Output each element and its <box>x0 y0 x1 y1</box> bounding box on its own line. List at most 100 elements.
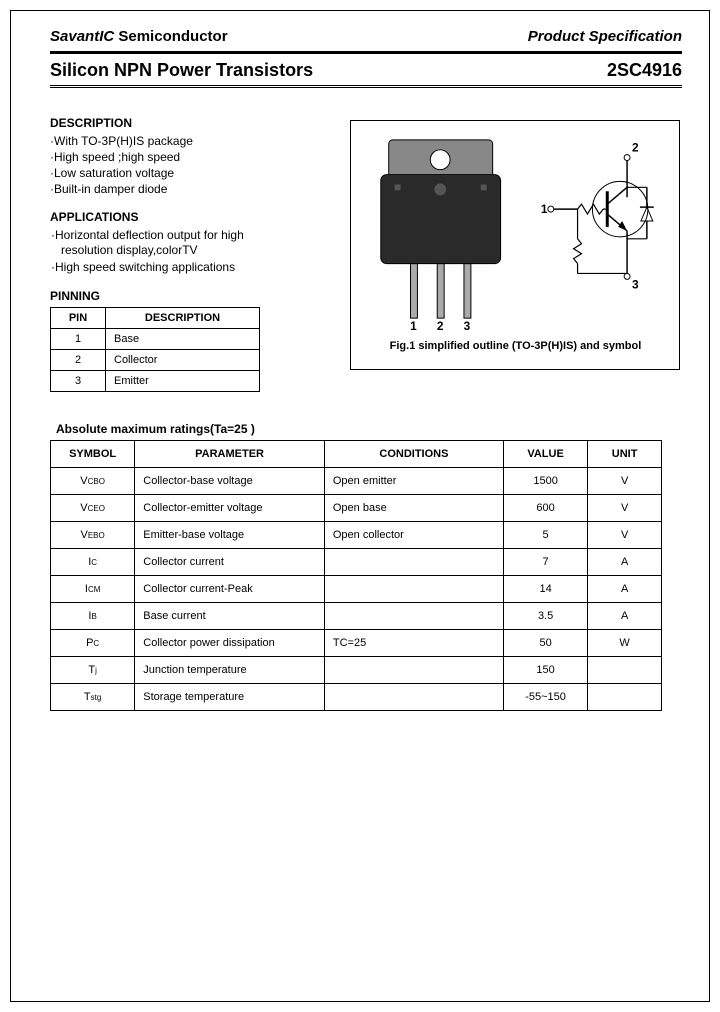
cell-parameter: Junction temperature <box>135 657 325 684</box>
list-item: ·Built-in damper diode <box>50 182 332 196</box>
cell-unit <box>588 657 662 684</box>
transistor-symbol-icon: 2 3 1 <box>533 129 672 309</box>
cell: 1 <box>51 329 106 350</box>
cell: Base <box>106 329 260 350</box>
rule-double <box>50 85 682 88</box>
cell-parameter: Collector-base voltage <box>135 468 325 495</box>
product-title: Silicon NPN Power Transistors <box>50 60 313 81</box>
cell-value: 1500 <box>503 468 587 495</box>
cell-symbol: Tj <box>51 657 135 684</box>
cell: Emitter <box>106 371 260 392</box>
cell-conditions <box>324 576 503 603</box>
cell-symbol: VEBO <box>51 522 135 549</box>
cell-parameter: Collector current <box>135 549 325 576</box>
ratings-table: SYMBOL PARAMETER CONDITIONS VALUE UNIT V… <box>50 440 662 711</box>
cell-parameter: Collector power dissipation <box>135 630 325 657</box>
cell-conditions: Open collector <box>324 522 503 549</box>
svg-text:1: 1 <box>411 319 418 333</box>
description-heading: DESCRIPTION <box>50 116 332 130</box>
col-desc: DESCRIPTION <box>106 308 260 329</box>
cell-unit: A <box>588 603 662 630</box>
figure-box: 1 2 3 2 <box>350 120 680 370</box>
table-row: VEBOEmitter-base voltageOpen collector5V <box>51 522 662 549</box>
description-list: ·With TO-3P(H)IS package ·High speed ;hi… <box>50 134 332 196</box>
svg-text:2: 2 <box>632 141 639 155</box>
cell-conditions <box>324 549 503 576</box>
table-header-row: SYMBOL PARAMETER CONDITIONS VALUE UNIT <box>51 441 662 468</box>
product-spec-label: Product Specification <box>528 28 682 45</box>
cell-value: 50 <box>503 630 587 657</box>
cell-conditions: TC=25 <box>324 630 503 657</box>
cell-parameter: Collector-emitter voltage <box>135 495 325 522</box>
list-item: ·With TO-3P(H)IS package <box>50 134 332 148</box>
col-pin: PIN <box>51 308 106 329</box>
cell: 3 <box>51 371 106 392</box>
cell-unit: V <box>588 495 662 522</box>
cell-conditions: Open base <box>324 495 503 522</box>
cell: Collector <box>106 350 260 371</box>
cell-symbol: IC <box>51 549 135 576</box>
col-conditions: CONDITIONS <box>324 441 503 468</box>
table-row: TjJunction temperature 150 <box>51 657 662 684</box>
cell-symbol: VCEO <box>51 495 135 522</box>
table-row: VCBOCollector-base voltageOpen emitter15… <box>51 468 662 495</box>
table-row: 2Collector <box>51 350 260 371</box>
cell-value: 5 <box>503 522 587 549</box>
table-row: PCCollector power dissipationTC=2550W <box>51 630 662 657</box>
cell-conditions <box>324 684 503 711</box>
ratings-heading: Absolute maximum ratings(Ta=25 ) <box>56 422 682 436</box>
cell-parameter: Emitter-base voltage <box>135 522 325 549</box>
svg-text:2: 2 <box>437 319 444 333</box>
part-number: 2SC4916 <box>607 60 682 81</box>
cell-conditions <box>324 657 503 684</box>
svg-text:1: 1 <box>541 202 548 216</box>
table-header-row: PIN DESCRIPTION <box>51 308 260 329</box>
col-parameter: PARAMETER <box>135 441 325 468</box>
figure-caption: Fig.1 simplified outline (TO-3P(H)IS) an… <box>359 340 671 352</box>
col-symbol: SYMBOL <box>51 441 135 468</box>
table-row: ICCollector current 7A <box>51 549 662 576</box>
list-item: ·Horizontal deflection output for high r… <box>50 228 332 258</box>
cell: 2 <box>51 350 106 371</box>
applications-heading: APPLICATIONS <box>50 210 332 224</box>
cell-value: 14 <box>503 576 587 603</box>
company-name: SavantIC Semiconductor <box>50 28 228 45</box>
cell-conditions: Open emitter <box>324 468 503 495</box>
table-row: TstgStorage temperature -55~150 <box>51 684 662 711</box>
pinning-heading: PINNING <box>50 289 332 303</box>
cell-symbol: IB <box>51 603 135 630</box>
cell-symbol: PC <box>51 630 135 657</box>
table-row: VCEOCollector-emitter voltageOpen base60… <box>51 495 662 522</box>
pinning-table: PIN DESCRIPTION 1Base 2Collector 3Emitte… <box>50 307 260 392</box>
cell-value: 3.5 <box>503 603 587 630</box>
col-unit: UNIT <box>588 441 662 468</box>
svg-text:3: 3 <box>632 277 639 291</box>
list-item: ·High speed switching applications <box>50 260 332 275</box>
cell-value: 7 <box>503 549 587 576</box>
company-part2: Semiconductor <box>114 28 227 45</box>
col-value: VALUE <box>503 441 587 468</box>
table-row: 3Emitter <box>51 371 260 392</box>
company-part1: SavantIC <box>50 28 114 45</box>
cell-parameter: Storage temperature <box>135 684 325 711</box>
cell-unit: A <box>588 549 662 576</box>
cell-symbol: VCBO <box>51 468 135 495</box>
cell-value: 600 <box>503 495 587 522</box>
applications-list: ·Horizontal deflection output for high r… <box>50 228 332 275</box>
cell-unit: V <box>588 522 662 549</box>
cell-symbol: Tstg <box>51 684 135 711</box>
cell-symbol: ICM <box>51 576 135 603</box>
cell-parameter: Collector current-Peak <box>135 576 325 603</box>
cell-parameter: Base current <box>135 603 325 630</box>
header-row-1: SavantIC Semiconductor Product Specifica… <box>50 28 682 45</box>
cell-unit: W <box>588 630 662 657</box>
list-item: ·Low saturation voltage <box>50 166 332 180</box>
table-row: IBBase current 3.5A <box>51 603 662 630</box>
list-item: ·High speed ;high speed <box>50 150 332 164</box>
cell-value: 150 <box>503 657 587 684</box>
cell-unit: A <box>588 576 662 603</box>
cell-unit <box>588 684 662 711</box>
cell-value: -55~150 <box>503 684 587 711</box>
header-row-2: Silicon NPN Power Transistors 2SC4916 <box>50 60 682 81</box>
table-row: ICMCollector current-Peak 14A <box>51 576 662 603</box>
